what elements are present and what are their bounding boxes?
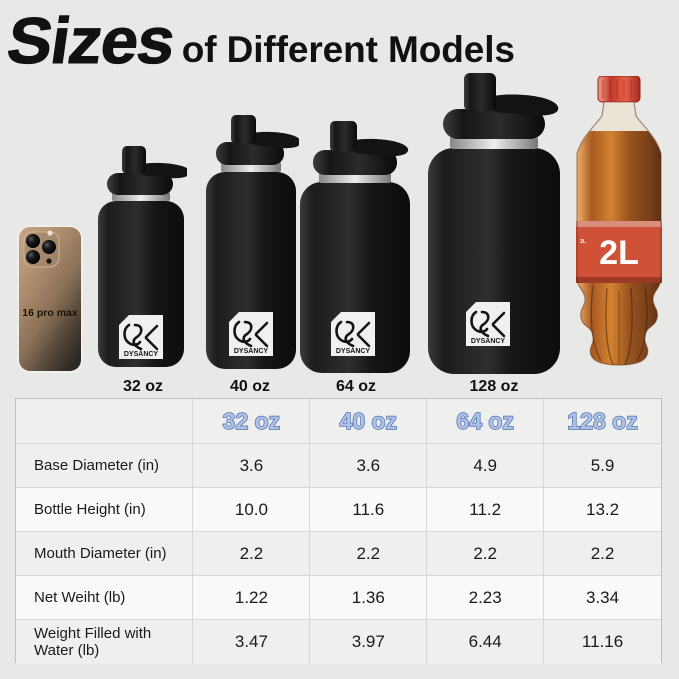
svg-text:2L: 2L bbox=[580, 239, 586, 245]
svg-text:16 pro max: 16 pro max bbox=[22, 307, 78, 319]
svg-text:2L: 2L bbox=[599, 234, 639, 272]
